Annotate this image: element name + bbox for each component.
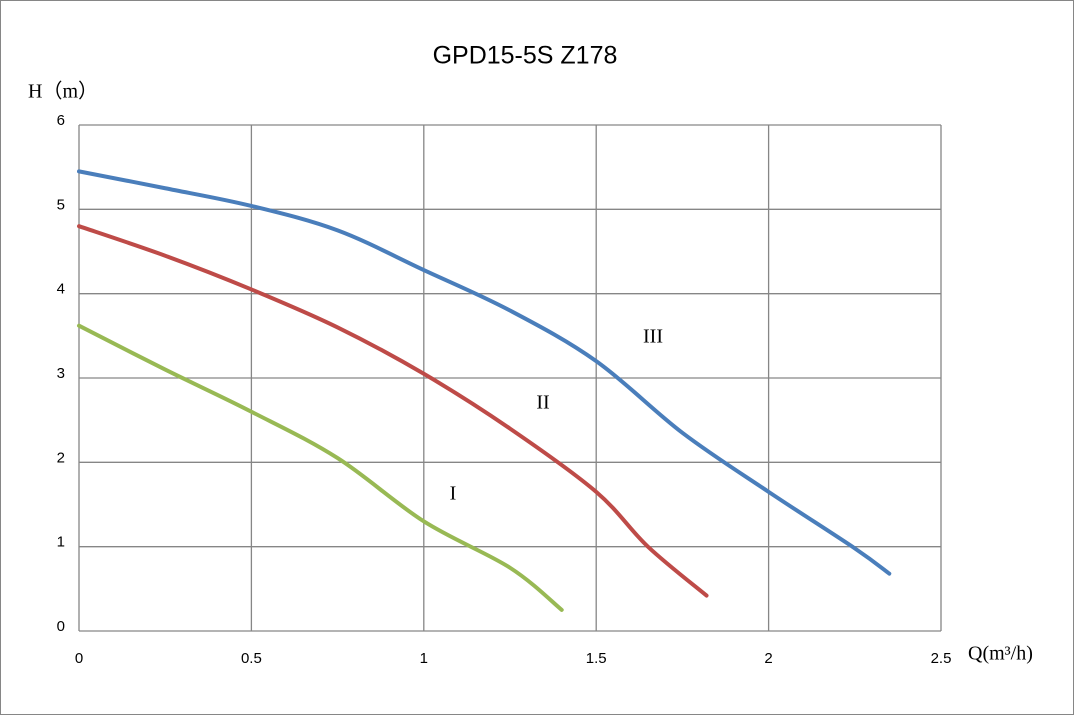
y-tick-label: 2	[57, 449, 65, 466]
x-tick-label: 0.5	[241, 650, 262, 667]
x-tick-label: 1.5	[586, 650, 607, 667]
data-line	[77, 224, 709, 598]
y-tick-label: 6	[57, 112, 65, 129]
y-tick-label: 4	[57, 281, 65, 298]
y-tick-label: 0	[57, 618, 65, 635]
x-tick-label: 2.5	[931, 650, 952, 667]
x-tick-label: 2	[764, 650, 772, 667]
data-line	[77, 323, 564, 612]
y-tick-label: 1	[57, 534, 65, 551]
y-axis-label: H（m）	[28, 80, 98, 103]
x-tick-label: 0	[75, 650, 83, 667]
y-tick-label: 3	[57, 365, 65, 382]
x-tick-label: 1	[420, 650, 428, 667]
series-label: I	[450, 483, 457, 505]
series-label: III	[643, 326, 663, 348]
series-label: II	[536, 392, 549, 414]
y-tick-label: 5	[57, 196, 65, 213]
x-axis-label: Q(m³/h)	[968, 643, 1033, 665]
data-line	[77, 169, 892, 576]
chart-title: GPD15-5S Z178	[433, 42, 618, 70]
